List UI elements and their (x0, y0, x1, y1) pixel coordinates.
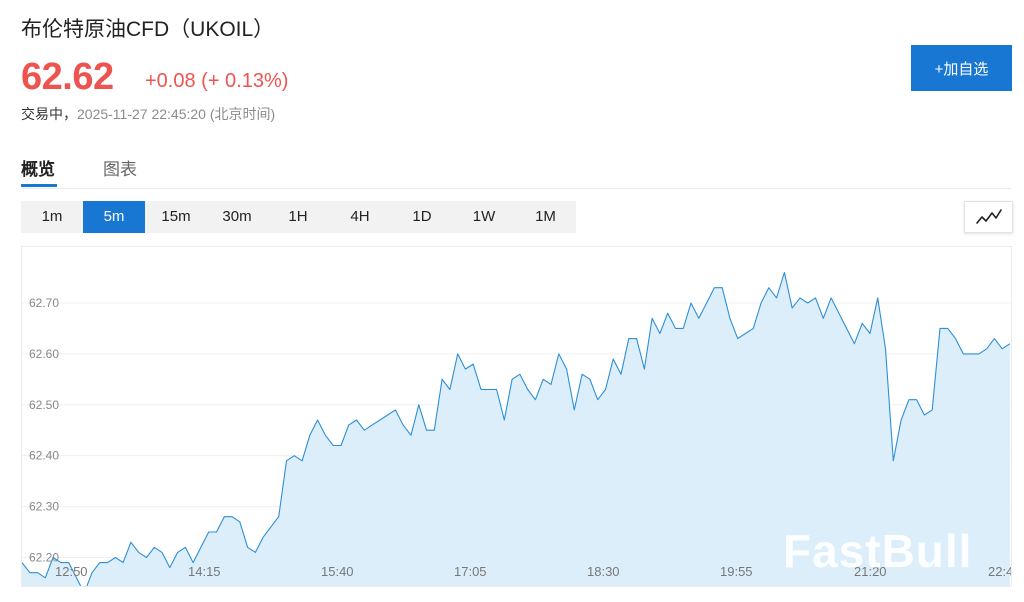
interval-1m[interactable]: 1m (41, 208, 63, 225)
page-title: 布伦特原油CFD（UKOIL） (21, 18, 275, 41)
add-watchlist-button[interactable]: +加自选 (911, 45, 1012, 91)
x-tick-label: 22:4 (988, 564, 1012, 579)
line-chart-icon (976, 209, 1002, 224)
interval-4h[interactable]: 4H (350, 208, 370, 225)
x-tick-label: 15:40 (321, 564, 354, 579)
interval-1w[interactable]: 1W (472, 208, 496, 225)
price-line (22, 271, 1011, 586)
x-tick-label: 17:05 (454, 564, 487, 579)
y-tick-label: 62.70 (29, 296, 59, 310)
interval-1m-month[interactable]: 1M (535, 208, 556, 225)
tab-chart[interactable]: 图表 (103, 160, 137, 179)
tab-bar: 概览 图表 (21, 150, 1011, 189)
status-label: 交易中， (21, 106, 77, 122)
x-tick-label: 12:50 (55, 564, 88, 579)
current-price: 62.62 (21, 56, 114, 98)
x-tick-label: 18:30 (587, 564, 620, 579)
timestamp: 2025-11-27 22:45:20 (北京时间) (77, 106, 276, 122)
price-change: +0.08 (+ 0.13%) (145, 70, 289, 92)
y-tick-label: 62.50 (29, 398, 59, 412)
y-tick-label: 62.60 (29, 347, 59, 361)
x-tick-label: 14:15 (188, 564, 221, 579)
interval-5m[interactable]: 5m (83, 201, 145, 233)
interval-15m[interactable]: 15m (161, 208, 191, 225)
interval-selector: 1m 5m 15m 30m 1H 4H 1D 1W 1M (21, 201, 576, 233)
y-tick-label: 62.20 (29, 550, 59, 564)
x-tick-label: 21:20 (854, 564, 887, 579)
interval-1d[interactable]: 1D (412, 208, 432, 225)
y-tick-label: 62.40 (29, 449, 59, 463)
price-area (22, 272, 1010, 586)
price-chart[interactable]: 62.70 62.60 62.50 62.40 62.30 62.20 12:50 14:15… (21, 246, 1012, 587)
interval-1h[interactable]: 1H (288, 208, 308, 225)
interval-30m[interactable]: 30m (222, 208, 252, 225)
tab-overview[interactable]: 概览 (21, 160, 55, 179)
chart-type-button[interactable] (964, 201, 1013, 233)
x-tick-label: 19:55 (720, 564, 753, 579)
active-tab-indicator (21, 184, 57, 187)
y-tick-label: 62.30 (29, 500, 59, 514)
trading-status: 交易中，2025-11-27 22:45:20 (北京时间) (21, 104, 275, 124)
